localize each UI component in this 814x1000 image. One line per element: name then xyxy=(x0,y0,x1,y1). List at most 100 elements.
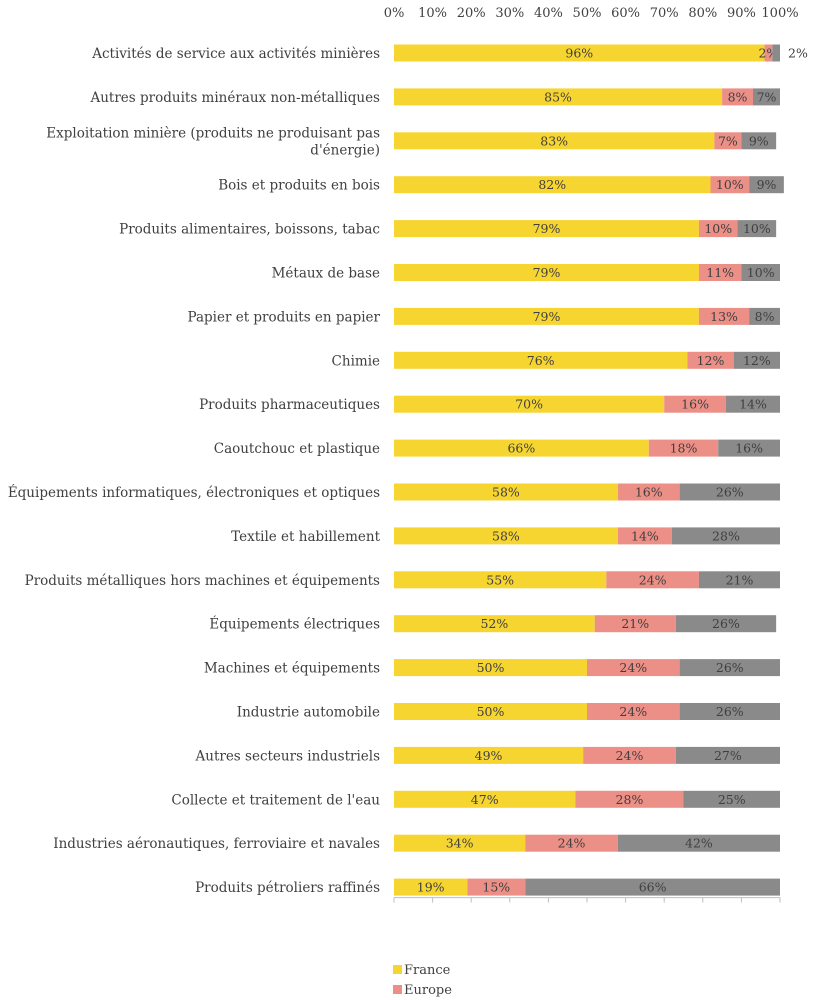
legend-label: Europe xyxy=(404,983,452,998)
bar-segment-series-0 xyxy=(394,659,587,677)
bar-segment-series-2 xyxy=(741,264,780,281)
bars: Activités de service aux activités miniè… xyxy=(8,44,808,896)
bar-segment-series-1 xyxy=(617,483,680,501)
category-label: d'énergie) xyxy=(310,142,380,158)
category-label: Équipements informatiques, électroniques… xyxy=(8,485,380,501)
category-label: Chimie xyxy=(332,353,380,369)
x-axis: 0% 10% 20% 30% 40% 50% 60% 70% 80% 90% 100% xyxy=(384,6,799,903)
data-label: 28% xyxy=(712,528,740,543)
data-label: 24% xyxy=(619,660,647,675)
category-label: Industrie automobile xyxy=(237,705,380,721)
bar-segment-series-0 xyxy=(394,44,765,62)
data-label: 10% xyxy=(704,221,732,236)
bar-segment-series-2 xyxy=(772,44,780,62)
bar-segment-series-0 xyxy=(394,220,699,238)
bar-row: Textile et habillement 58% 14% 28% xyxy=(231,527,780,545)
bar-segment-series-2 xyxy=(679,483,780,501)
bar-row: Caoutchouc et plastique 66% 18% 16% xyxy=(214,439,780,457)
category-label: Collecte et traitement de l'eau xyxy=(171,792,380,808)
bar-segment-series-1 xyxy=(710,176,750,194)
data-label: 18% xyxy=(670,441,698,456)
data-label: 76% xyxy=(527,353,555,368)
category-label: Autres secteurs industriels xyxy=(195,748,381,764)
category-label: Métaux de base xyxy=(272,266,380,282)
data-label: 58% xyxy=(492,485,520,500)
data-label: 16% xyxy=(681,397,709,412)
data-label: 2% xyxy=(788,46,808,61)
data-label: 66% xyxy=(639,880,667,895)
x-tick-label: 20% xyxy=(457,6,486,21)
data-label: 10% xyxy=(716,177,744,192)
category-label: Textile et habillement xyxy=(231,529,380,545)
bar-segment-series-0 xyxy=(394,176,711,194)
data-label: 58% xyxy=(492,528,520,543)
bar-segment-series-2 xyxy=(749,307,780,325)
bar-row: Machines et équipements 50% 24% 26% xyxy=(204,659,780,677)
bar-row: Produits pétroliers raffinés 19% 15% 66% xyxy=(195,878,780,896)
data-label: 26% xyxy=(716,660,744,675)
bar-segment-series-2 xyxy=(741,132,777,150)
bar-row: Produits métalliques hors machines et éq… xyxy=(25,571,780,589)
category-label: Bois et produits en bois xyxy=(218,178,380,194)
data-label: 49% xyxy=(475,748,503,763)
category-label: Industries aéronautiques, ferroviaire et… xyxy=(53,836,380,852)
bar-row: Bois et produits en bois 82% 10% 9% xyxy=(218,176,784,194)
bar-segment-series-0 xyxy=(394,527,618,545)
bar-segment-series-2 xyxy=(725,395,780,413)
data-label: 24% xyxy=(616,748,644,763)
bar-segment-series-2 xyxy=(525,878,780,896)
bar-row: Activités de service aux activités miniè… xyxy=(91,44,808,62)
data-label: 83% xyxy=(540,133,568,148)
data-label: 66% xyxy=(507,441,535,456)
bar-row: Produits alimentaires, boissons, tabac 79… xyxy=(119,220,777,238)
data-label: 8% xyxy=(755,309,775,324)
data-label: 50% xyxy=(477,704,505,719)
bar-segment-series-1 xyxy=(648,439,719,457)
legend-swatch xyxy=(393,965,402,974)
data-label: 79% xyxy=(533,309,561,324)
data-label: 7% xyxy=(757,89,777,104)
category-label: Caoutchouc et plastique xyxy=(214,441,380,457)
bar-row: Métaux de base 79% 11% 10% xyxy=(272,264,780,282)
bar-segment-series-1 xyxy=(525,834,618,852)
data-label: 55% xyxy=(486,572,514,587)
data-label: 26% xyxy=(712,616,740,631)
data-label: 15% xyxy=(482,880,510,895)
bar-segment-series-1 xyxy=(698,307,750,325)
data-label: 34% xyxy=(446,836,474,851)
x-tick-label: 50% xyxy=(573,6,602,21)
data-label: 24% xyxy=(639,572,667,587)
x-tick-label: 70% xyxy=(650,6,679,21)
x-tick-label: 80% xyxy=(688,6,717,21)
bar-segment-series-1 xyxy=(587,659,680,677)
data-label: 26% xyxy=(716,485,744,500)
bar-row: Équipements électriques 52% 21% 26% xyxy=(209,615,777,633)
bar-row: Industrie automobile 50% 24% 26% xyxy=(237,703,780,721)
bar-segment-series-2 xyxy=(733,351,780,369)
bar-segment-series-0 xyxy=(394,790,576,808)
bar-segment-series-0 xyxy=(394,351,688,369)
bar-segment-series-2 xyxy=(679,659,780,677)
category-label: Produits pétroliers raffinés xyxy=(195,880,380,896)
bar-segment-series-1 xyxy=(714,132,742,150)
data-label: 10% xyxy=(747,265,775,280)
bar-segment-series-2 xyxy=(675,746,780,764)
bar-segment-series-1 xyxy=(467,878,526,896)
bar-segment-series-1 xyxy=(664,395,726,413)
data-label: 14% xyxy=(631,528,659,543)
x-tick-label: 0% xyxy=(384,6,405,21)
bar-segment-series-0 xyxy=(394,307,699,325)
bar-segment-series-1 xyxy=(606,571,699,589)
data-label: 27% xyxy=(714,748,742,763)
category-label: Exploitation minière (produits ne produi… xyxy=(46,125,380,141)
category-label: Papier et produits en papier xyxy=(187,309,380,325)
x-tick-label: 40% xyxy=(534,6,563,21)
data-label: 82% xyxy=(538,177,566,192)
bar-segment-series-2 xyxy=(675,615,777,633)
data-label: 26% xyxy=(716,704,744,719)
data-label: 9% xyxy=(757,177,777,192)
bar-row: Collecte et traitement de l'eau 47% 28% 25% xyxy=(171,790,780,808)
bar-row: Autres secteurs industriels 49% 24% 27% xyxy=(195,746,780,764)
category-label: Produits pharmaceutiques xyxy=(199,397,380,413)
x-tick-label: 100% xyxy=(761,6,798,21)
